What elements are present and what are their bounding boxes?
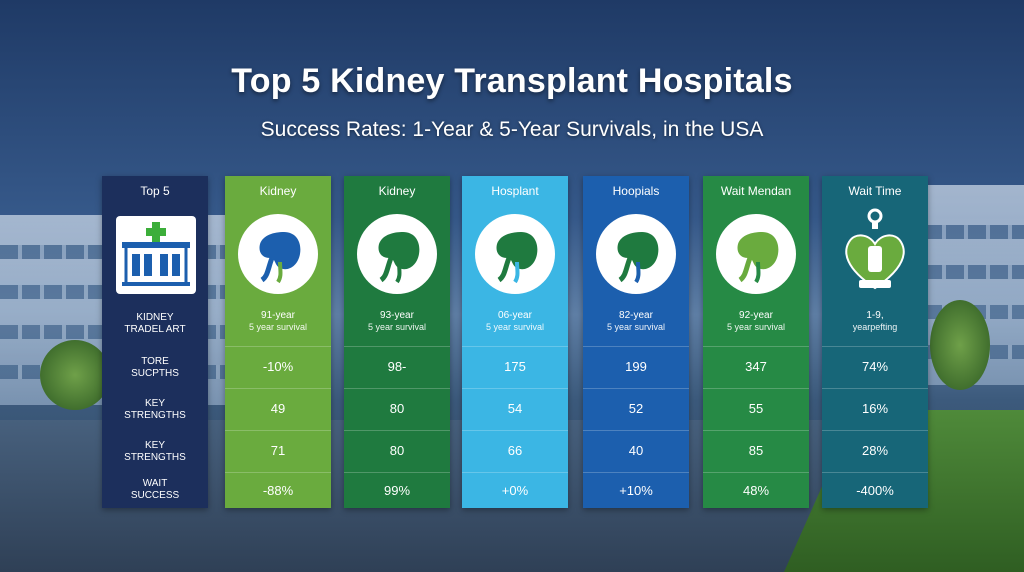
row-label-1: KIDNEY TRADEL ART: [124, 312, 186, 335]
kidney-icon: [475, 214, 555, 294]
row-label-3: KEY STRENGTHS: [124, 398, 186, 421]
table-cell: 49: [225, 388, 331, 429]
row-label-4: KEY STRENGTHS: [124, 440, 186, 463]
table-cell: 16%: [822, 388, 928, 429]
table-cell: 80: [344, 430, 450, 471]
page-subtitle: Success Rates: 1-Year & 5-Year Survivals…: [260, 118, 764, 141]
table-cell: 98-: [344, 346, 450, 387]
row-label-2: TORE SUCPTHS: [131, 356, 179, 379]
table-cell: -10%: [225, 346, 331, 387]
tree: [930, 300, 990, 390]
survival-label: 92-year: [739, 310, 773, 321]
table-cell: +0%: [462, 472, 568, 509]
survival-label: 91-year: [261, 310, 295, 321]
table-cell: 66: [462, 430, 568, 471]
column-heading: Wait Time: [848, 184, 902, 198]
table-cell: 54: [462, 388, 568, 429]
hospital-column-2: Kidney 93-year 5 year survival 98- 80 80…: [344, 176, 450, 508]
survival-label: 82-year: [619, 310, 653, 321]
table-cell: 347: [703, 346, 809, 387]
kidney-icon: [596, 214, 676, 294]
table-cell: 74%: [822, 346, 928, 387]
column-heading: Hosplant: [491, 184, 539, 198]
labels-column: Top 5 KIDNEY TRADEL ART TORE SUCPTHS KEY ST…: [102, 176, 208, 508]
heart-timer-icon: [835, 206, 915, 298]
table-cell: 175: [462, 346, 568, 387]
table-cell: 48%: [703, 472, 809, 509]
column-heading: Hoopials: [612, 184, 660, 198]
table-cell: 85: [703, 430, 809, 471]
hospital-column-4: Hoopials 82-year 5 year survival 199 52 …: [583, 176, 689, 508]
survival-sublabel: 5 year survival: [367, 322, 427, 332]
survival-sublabel: 5 year survival: [248, 322, 308, 332]
table-cell: 199: [583, 346, 689, 387]
survival-sublabel: 5 year survival: [726, 322, 786, 332]
column-heading: Top 5: [140, 184, 170, 198]
kidney-icon: [716, 214, 796, 294]
tree: [40, 340, 110, 410]
table-cell: 71: [225, 430, 331, 471]
survival-label: 1-9,: [866, 310, 884, 321]
survival-sublabel: yearpefting: [852, 322, 898, 332]
page-title: Top 5 Kidney Transplant Hospitals: [231, 62, 793, 100]
kidney-icon: [238, 214, 318, 294]
row-label-5: WAIT SUCCESS: [130, 478, 180, 501]
hospital-column-5: Wait Mendan 92-year 5 year survival 347 …: [703, 176, 809, 508]
column-heading: Kidney: [378, 184, 416, 198]
table-cell: +10%: [583, 472, 689, 509]
table-cell: 55: [703, 388, 809, 429]
hospital-column-1: Kidney 91-year 5 year survival -10% 49 7…: [225, 176, 331, 508]
table-cell: -88%: [225, 472, 331, 509]
hospital-column-3: Hosplant 06-year 5 year survival 175 54 …: [462, 176, 568, 508]
table-cell: 99%: [344, 472, 450, 509]
survival-sublabel: 5 year survival: [606, 322, 666, 332]
table-cell: 40: [583, 430, 689, 471]
column-heading: Wait Mendan: [720, 184, 792, 198]
survival-label: 06-year: [498, 310, 532, 321]
hospital-icon: [116, 216, 196, 294]
table-cell: -400%: [822, 472, 928, 509]
hospital-column-6: Wait Time 1-9, yearpefting 74% 16% 28% -…: [822, 176, 928, 508]
table-cell: 28%: [822, 430, 928, 471]
survival-label: 93-year: [380, 310, 414, 321]
column-heading: Kidney: [259, 184, 297, 198]
table-cell: 80: [344, 388, 450, 429]
kidney-icon: [357, 214, 437, 294]
survival-sublabel: 5 year survival: [485, 322, 545, 332]
table-cell: 52: [583, 388, 689, 429]
